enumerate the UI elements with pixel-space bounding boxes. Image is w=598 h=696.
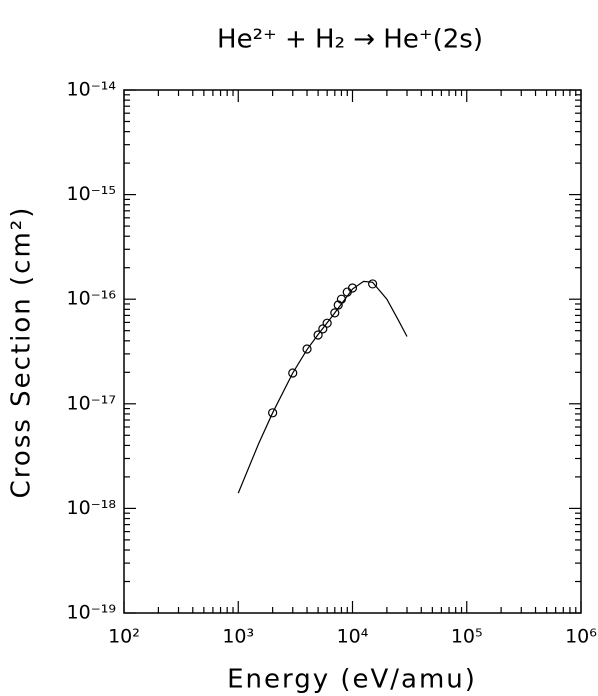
- y-tick-label: 10⁻¹⁶: [67, 288, 116, 310]
- x-tick-label: 10³: [222, 626, 254, 648]
- data-point: [322, 318, 332, 328]
- x-tick-label: 10⁵: [451, 626, 483, 648]
- y-tick-label: 10⁻¹⁵: [67, 183, 116, 205]
- fit-curve: [237, 280, 408, 494]
- data-point: [368, 279, 378, 289]
- y-axis-label: Cross Section (cm²): [7, 206, 37, 499]
- x-tick-label: 10²: [108, 626, 140, 648]
- plot-frame: [123, 89, 582, 614]
- data-point: [347, 283, 358, 293]
- data-point: [330, 308, 340, 318]
- x-tick-label: 10⁶: [565, 626, 597, 648]
- y-tick-label: 10⁻¹⁹: [67, 602, 116, 624]
- data-point: [288, 368, 298, 378]
- y-tick-label: 10⁻¹⁴: [67, 79, 117, 101]
- chart-title: He²⁺ + H₂ → He⁺(2s): [217, 25, 483, 55]
- y-tick-label: 10⁻¹⁷: [67, 392, 116, 414]
- data-point: [318, 324, 328, 334]
- data-point: [302, 344, 312, 354]
- data-point: [313, 330, 323, 340]
- data-point: [268, 408, 278, 418]
- y-tick-label: 10⁻¹⁸: [67, 497, 116, 519]
- x-axis-label: Energy (eV/amu): [227, 665, 477, 695]
- x-tick-label: 10⁴: [337, 626, 369, 648]
- data-point: [336, 294, 347, 304]
